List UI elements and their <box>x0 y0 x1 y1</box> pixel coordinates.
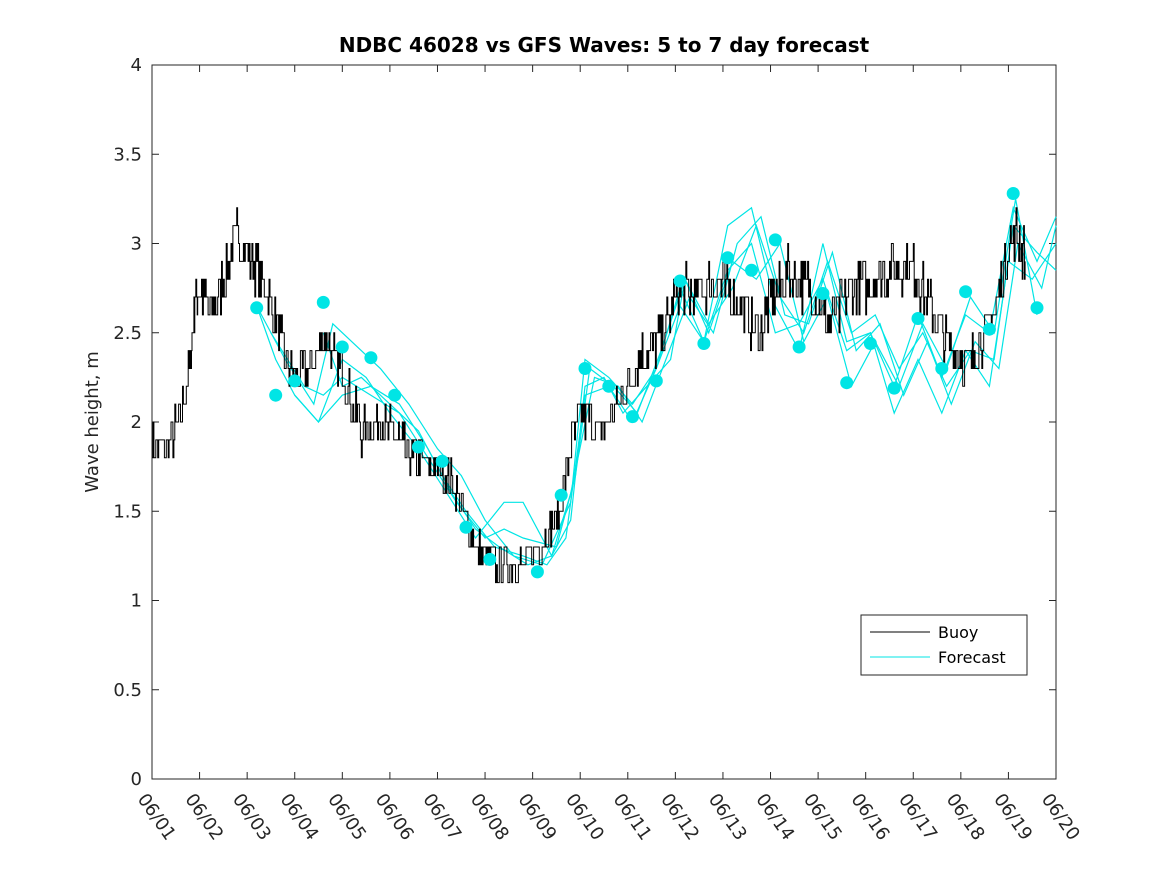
y-axis: 0 0.5 1 1.5 2 2.5 3 3.5 4 <box>113 55 1056 790</box>
forecast-marker <box>816 287 830 300</box>
forecast-marker <box>911 312 925 325</box>
forecast-markers <box>250 187 1044 579</box>
legend-label-forecast: Forecast <box>938 648 1006 667</box>
buoy-line <box>152 207 1026 584</box>
forecast-marker <box>721 251 735 265</box>
forecast-marker <box>649 374 663 388</box>
forecast-marker <box>863 337 877 350</box>
forecast-marker <box>364 351 378 365</box>
y-tick-label: 4 <box>131 55 142 76</box>
y-tick-label: 2 <box>131 412 142 433</box>
legend-box <box>860 614 1028 676</box>
forecast-marker <box>578 362 592 375</box>
forecast-marker <box>745 263 758 277</box>
y-tick-label: 3 <box>131 234 142 255</box>
forecast-marker <box>959 285 973 299</box>
forecast-marker <box>459 520 473 534</box>
forecast-marker <box>483 552 497 566</box>
forecast-marker <box>435 454 449 468</box>
forecast-marker <box>673 274 687 288</box>
forecast-marker <box>935 362 949 375</box>
forecast-marker <box>982 322 996 336</box>
forecast-marker <box>1030 301 1044 315</box>
legend-label-buoy: Buoy <box>938 623 978 642</box>
legend: Buoy Forecast <box>860 614 1028 676</box>
forecast-marker <box>768 233 782 247</box>
forecast-marker <box>697 337 711 350</box>
forecast-marker <box>250 301 264 315</box>
forecast-marker <box>269 388 283 402</box>
forecast-marker <box>840 376 854 390</box>
forecast-marker <box>411 440 425 454</box>
y-tick-label: 3.5 <box>113 144 142 165</box>
y-tick-label: 0.5 <box>113 680 142 701</box>
forecast-marker <box>602 379 616 393</box>
forecast-marker <box>335 340 349 354</box>
forecast-marker <box>554 488 568 502</box>
forecast-marker <box>316 295 330 309</box>
forecast-marker <box>530 565 544 579</box>
y-tick-label: 0 <box>131 769 142 790</box>
y-axis-label: Wave height, m <box>82 351 103 492</box>
y-tick-label: 2.5 <box>113 323 142 344</box>
forecast-marker <box>792 340 806 354</box>
forecast-marker <box>1006 187 1020 200</box>
y-tick-label: 1 <box>131 591 142 612</box>
forecast-marker <box>388 388 402 402</box>
forecast-marker <box>887 381 901 395</box>
chart-title: NDBC 46028 vs GFS Waves: 5 to 7 day fore… <box>339 33 870 57</box>
y-tick-label: 1.5 <box>113 501 142 522</box>
forecast-marker <box>626 410 639 424</box>
forecast-marker <box>288 374 302 388</box>
